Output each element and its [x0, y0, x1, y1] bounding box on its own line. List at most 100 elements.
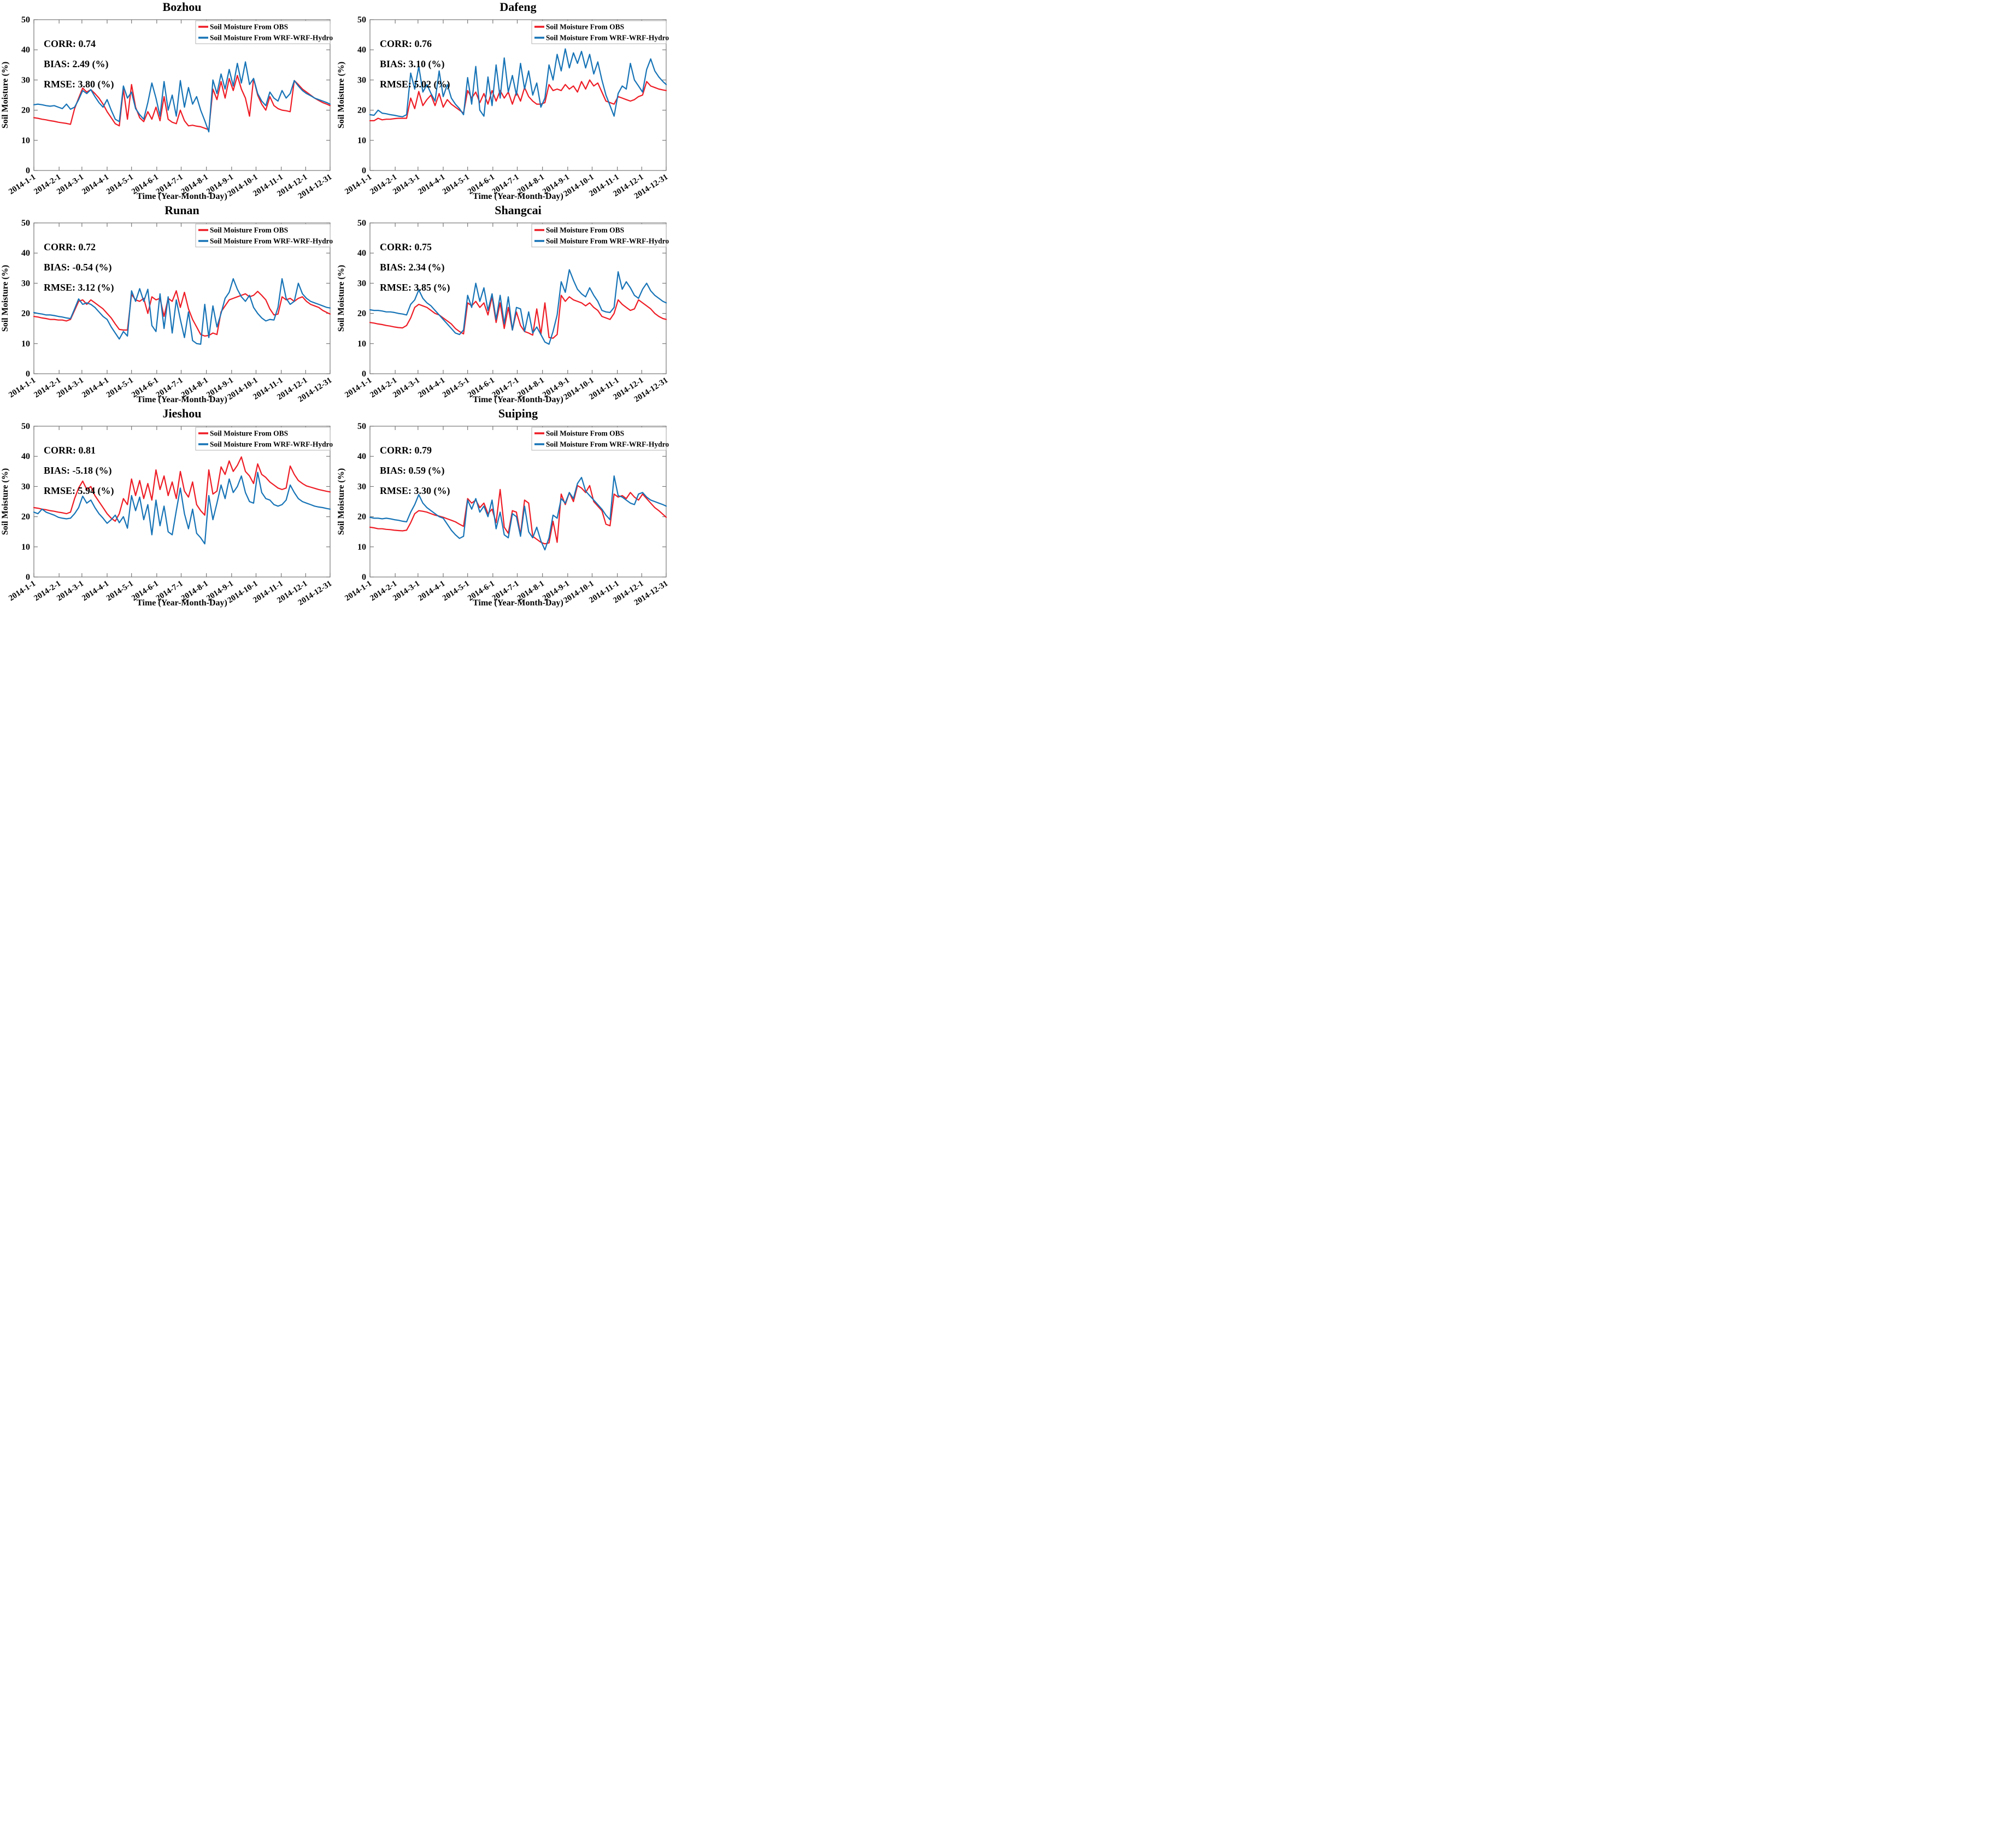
- y-tick-label: 30: [357, 482, 366, 491]
- panel-bozhou: 0 10 20 30 40 50 2014-1-1 2014-2-1 2014-3-1 2014-…: [0, 0, 336, 203]
- chart-shangcai: 010203040502014-1-12014-2-12014-3-12014-…: [337, 219, 669, 404]
- obs-series-line: [369, 485, 667, 545]
- obs-series-line: [33, 456, 331, 522]
- plot-box: [33, 19, 331, 171]
- y-tick-label: 30: [357, 279, 366, 288]
- plot-box: [33, 426, 331, 578]
- wrf-series-line: [33, 278, 331, 345]
- y-tick-label: 0: [26, 573, 30, 582]
- stat-corr: CORR: 0.75: [380, 242, 432, 252]
- legend: Soil Moisture From OBS Soil Moisture From…: [195, 20, 333, 44]
- y-tick-label: 40: [357, 249, 366, 258]
- y-axis-label: Soil Moisture (%): [337, 468, 346, 535]
- y-tick-label: 40: [357, 45, 366, 55]
- x-tick-label: 2014-1-1: [7, 579, 37, 603]
- panel-title: Shangcai: [495, 203, 542, 217]
- stat-corr: CORR: 0.74: [44, 38, 96, 49]
- stat-bias: BIAS: -0.54 (%): [44, 262, 112, 273]
- stat-bias: BIAS: -5.18 (%): [44, 465, 112, 476]
- x-tick-label: 2014-5-1: [441, 376, 471, 399]
- stat-bias: BIAS: 2.34 (%): [380, 262, 445, 273]
- stat-bias: BIAS: 3.10 (%): [380, 58, 445, 69]
- y-tick-label: 10: [357, 136, 366, 145]
- y-tick-label: 20: [21, 309, 30, 319]
- legend-label: Soil Moisture From WRF-WRF-Hydro: [210, 440, 333, 449]
- wrf-series-line: [369, 475, 667, 551]
- stat-bias: BIAS: 0.59 (%): [380, 465, 445, 476]
- y-tick-label: 50: [21, 15, 30, 25]
- plot-box: [369, 426, 667, 578]
- x-tick-label: 2014-4-1: [416, 173, 446, 196]
- stat-rmse: RMSE: 3.80 (%): [44, 79, 114, 90]
- stats-block: CORR: 0.76 BIAS: 3.10 (%) RMSE: 5.02 (%): [380, 34, 450, 95]
- legend: Soil Moisture From OBS Soil Moisture From…: [195, 427, 333, 451]
- y-tick-label: 30: [21, 75, 30, 85]
- obs-series-line: [33, 75, 331, 131]
- stat-bias: BIAS: 2.49 (%): [44, 58, 109, 69]
- y-tick-label: 30: [21, 482, 30, 491]
- legend: Soil Moisture From OBS Soil Moisture From…: [195, 223, 333, 248]
- y-tick-label: 10: [21, 339, 30, 349]
- x-tick-label: 2014-4-1: [416, 376, 446, 399]
- plot-box: [33, 222, 331, 374]
- y-axis-label: Soil Moisture (%): [1, 265, 10, 332]
- x-tick-label: 2014-1-1: [343, 376, 373, 399]
- stat-corr: CORR: 0.76: [380, 38, 432, 49]
- stats-block: CORR: 0.75 BIAS: 2.34 (%) RMSE: 3.85 (%): [380, 237, 450, 298]
- panel-jieshou: 0 10 20 30 40 50 2014-1-1 2014-2-1 2014-3-1 2014-…: [0, 407, 336, 610]
- y-tick-label: 20: [357, 513, 366, 522]
- x-tick-label: 2014-1-1: [7, 376, 37, 399]
- panel-title: Jieshou: [162, 407, 202, 420]
- stat-rmse: RMSE: 3.30 (%): [380, 485, 450, 496]
- y-tick-label: 10: [357, 339, 366, 349]
- chart-dafeng: 010203040502014-1-12014-2-12014-3-12014-…: [337, 15, 669, 201]
- x-axis-label: Time (Year-Month-Day): [137, 192, 227, 201]
- x-tick-label: 2014-5-1: [105, 173, 135, 196]
- y-tick-label: 10: [21, 136, 30, 145]
- legend-label: Soil Moisture From OBS: [546, 226, 624, 234]
- panel-dafeng: 0 10 20 30 40 50 2014-1-1 2014-2-1 2014-3-1 2014-…: [336, 0, 672, 203]
- legend-label: Soil Moisture From WRF-WRF-Hydro: [546, 440, 669, 449]
- stats-block: CORR: 0.72 BIAS: -0.54 (%) RMSE: 3.12 (%…: [44, 237, 114, 298]
- legend-box: [531, 223, 667, 248]
- legend-label: Soil Moisture From WRF-WRF-Hydro: [210, 34, 333, 42]
- x-tick-label: 2014-1-1: [343, 173, 373, 196]
- legend-label: Soil Moisture From OBS: [210, 23, 288, 31]
- stat-corr: CORR: 0.72: [44, 242, 96, 252]
- legend-box: [195, 223, 331, 248]
- x-axis-label: Time (Year-Month-Day): [473, 598, 563, 608]
- y-tick-label: 0: [26, 166, 30, 175]
- y-tick-label: 20: [357, 106, 366, 115]
- panel-runan: 0 10 20 30 40 50 2014-1-1 2014-2-1 2014-3-1 2014-…: [0, 203, 336, 407]
- legend-box: [195, 427, 331, 451]
- legend-label: Soil Moisture From WRF-WRF-Hydro: [546, 237, 669, 245]
- y-tick-label: 40: [21, 452, 30, 461]
- stats-block: CORR: 0.81 BIAS: -5.18 (%) RMSE: 5.94 (%…: [44, 440, 114, 501]
- panel-title: Suiping: [498, 407, 538, 420]
- legend: Soil Moisture From OBS Soil Moisture From…: [531, 223, 669, 248]
- chart-suiping: 010203040502014-1-12014-2-12014-3-12014-…: [337, 422, 669, 608]
- legend-label: Soil Moisture From WRF-WRF-Hydro: [210, 237, 333, 245]
- x-axis-label: Time (Year-Month-Day): [137, 395, 227, 404]
- y-tick-label: 20: [21, 513, 30, 522]
- y-axis-label: Soil Moisture (%): [1, 468, 10, 535]
- x-tick-label: 2014-1-1: [7, 173, 37, 196]
- panel-title: Bozhou: [162, 0, 202, 14]
- y-tick-label: 50: [21, 422, 30, 431]
- y-axis-label: Soil Moisture (%): [1, 62, 10, 128]
- y-tick-label: 40: [21, 249, 30, 258]
- y-tick-label: 0: [362, 573, 366, 582]
- stats-block: CORR: 0.79 BIAS: 0.59 (%) RMSE: 3.30 (%): [380, 440, 450, 501]
- y-tick-label: 50: [357, 15, 366, 25]
- x-tick-label: 2014-4-1: [80, 376, 110, 399]
- y-tick-label: 40: [357, 452, 366, 461]
- y-tick-label: 50: [357, 219, 366, 228]
- chart-jieshou: 010203040502014-1-12014-2-12014-3-12014-…: [1, 422, 333, 608]
- legend-box: [195, 20, 331, 44]
- legend-label: Soil Moisture From OBS: [546, 23, 624, 31]
- y-axis-label: Soil Moisture (%): [337, 265, 346, 332]
- legend-label: Soil Moisture From OBS: [210, 429, 288, 438]
- y-tick-label: 50: [21, 219, 30, 228]
- stat-corr: CORR: 0.79: [380, 445, 432, 456]
- y-tick-label: 0: [26, 369, 30, 379]
